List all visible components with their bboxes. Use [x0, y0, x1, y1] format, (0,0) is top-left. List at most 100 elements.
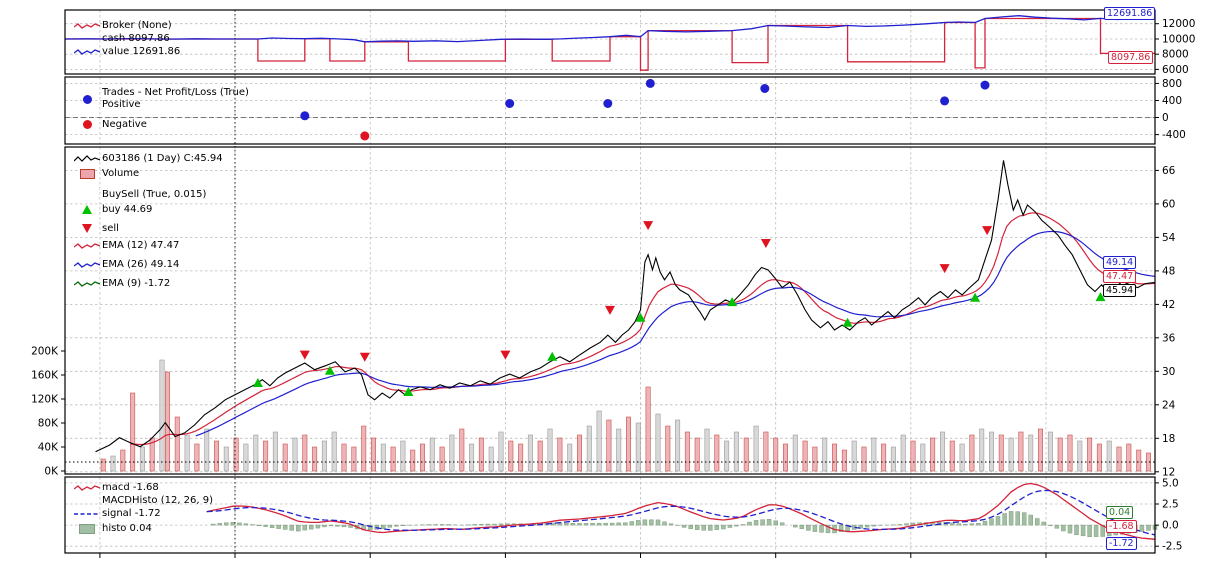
- sell-marker: [605, 305, 615, 315]
- legend-row: MACDHisto (12, 26, 9): [72, 494, 213, 507]
- volume-bar: [645, 386, 651, 472]
- histo-bar: [381, 524, 386, 529]
- sell-marker: [299, 350, 310, 360]
- histo-bar: [315, 524, 321, 529]
- volume-bar: [1047, 431, 1053, 472]
- histo-bar: [322, 524, 327, 528]
- broker-panel: [64, 15, 1156, 71]
- buy-marker: [842, 317, 853, 327]
- volume-bar: [822, 437, 828, 472]
- volume-bar: [969, 434, 975, 472]
- legend-row: buy 44.69: [72, 201, 223, 217]
- volume-bar: [1038, 428, 1044, 472]
- legend-row: cash 8097.86: [72, 32, 180, 45]
- trades-title-block: Trades - Net Profit/Loss (True) Positive: [102, 87, 249, 111]
- volume-bar: [1067, 434, 1073, 472]
- volume-bar: [1008, 437, 1014, 472]
- axis-label: 24: [1162, 399, 1176, 411]
- histo-bar: [492, 523, 497, 526]
- histo-bar: [825, 524, 831, 534]
- legend-row: EMA (9) -1.72: [72, 274, 223, 293]
- histo-bar: [694, 524, 700, 530]
- axis-label: 0K: [44, 466, 59, 478]
- histo-bar: [210, 523, 216, 526]
- buysell-title: BuySell (True, 0.015): [102, 189, 207, 200]
- positive-trade-dot: [645, 78, 655, 88]
- positive-trade-dot: [980, 80, 990, 90]
- volume-bar: [370, 437, 376, 472]
- volume-bar: [1096, 443, 1102, 472]
- histo-bar: [296, 524, 301, 532]
- volume-bar: [841, 449, 847, 472]
- volume-bar: [351, 446, 357, 472]
- histo-bar: [1139, 524, 1145, 532]
- volume-bar: [635, 422, 641, 472]
- price-legend: 603186 (1 Day) C:45.94 Volume BuySell (T…: [72, 152, 223, 293]
- histo-bar: [577, 523, 582, 526]
- volume-bar-sample: [72, 168, 102, 179]
- axis-label: 5.0: [1162, 477, 1179, 489]
- volume-bar: [282, 443, 288, 472]
- histo-bar: [596, 522, 602, 526]
- histo-bar: [734, 524, 739, 527]
- volume-bar: [557, 437, 563, 472]
- histo-bar: [1035, 518, 1040, 526]
- histo-end-tag: 0.04: [1106, 506, 1134, 519]
- histo-bar: [224, 522, 229, 526]
- volume-bar: [410, 449, 416, 472]
- sell-marker: [760, 239, 771, 248]
- volume-bar: [243, 443, 249, 472]
- volume-bar: [988, 431, 994, 472]
- axis-label: 48: [1162, 265, 1175, 277]
- positive-trade-dot: [505, 99, 515, 108]
- positive-dot-sample: [72, 94, 102, 104]
- histo-bar: [989, 518, 994, 526]
- volume-bar: [214, 440, 220, 472]
- histo-bar: [773, 520, 778, 526]
- histo-bar: [400, 524, 406, 526]
- close-end-tag: 45.94: [1103, 284, 1137, 297]
- volume-bar: [753, 425, 759, 472]
- volume-bar: [1077, 440, 1083, 472]
- signal-label: signal -1.72: [102, 508, 161, 519]
- histo-bar: [446, 524, 451, 526]
- histo-bar: [963, 523, 968, 526]
- macd-end-tag: -1.68: [1106, 520, 1137, 533]
- histo-bar: [583, 523, 589, 526]
- volume-bar: [851, 440, 857, 472]
- axis-label: 30: [1162, 366, 1175, 378]
- volume-bar: [184, 434, 190, 472]
- histo-bar: [623, 522, 628, 526]
- legend-row: Volume: [72, 167, 223, 180]
- macd-legend: macd -1.68 MACDHisto (12, 26, 9) signal …: [72, 481, 213, 535]
- volume-bar: [233, 437, 239, 472]
- trades-panel: [65, 78, 1155, 141]
- volume-bar: [1136, 449, 1142, 472]
- histo-bar: [668, 523, 674, 526]
- buy-marker-sample: [72, 204, 102, 214]
- negative-dot-sample: [72, 120, 102, 129]
- volume-bar: [253, 434, 259, 472]
- axis-label: -2.5: [1162, 541, 1183, 553]
- ema12-end-tag: 47.47: [1103, 270, 1137, 283]
- volume-bar: [655, 413, 661, 472]
- legend-row: signal -1.72: [72, 507, 213, 520]
- histo-bar: [309, 524, 314, 530]
- volume-bar: [792, 434, 798, 472]
- volume-bar: [223, 446, 229, 472]
- axis-label: 42: [1162, 299, 1175, 311]
- sell-marker: [982, 226, 993, 236]
- volume-bar: [606, 419, 612, 472]
- volume-bar: [665, 425, 671, 472]
- histo-bar: [433, 524, 438, 526]
- histo-bar: [1041, 521, 1047, 526]
- histo-bar: [426, 524, 432, 526]
- histo-bar: [793, 524, 798, 528]
- volume-bar: [165, 371, 171, 472]
- histo-bar: [727, 524, 733, 528]
- broker-legend: Broker (None) cash 8097.86 value 12691.8…: [72, 19, 180, 58]
- volume-bar: [782, 443, 788, 472]
- histo-bar: [969, 523, 975, 526]
- close-line: [95, 160, 1156, 453]
